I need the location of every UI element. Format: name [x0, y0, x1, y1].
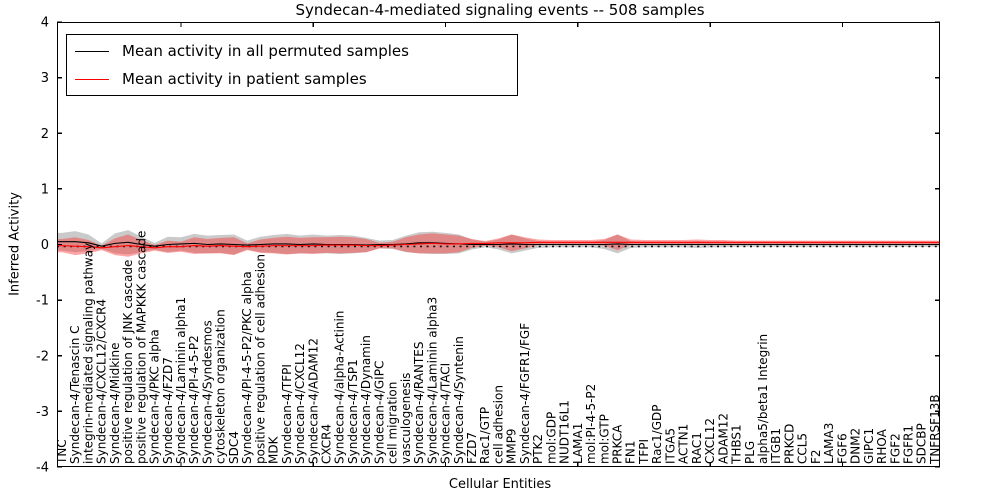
x-category-label: Syndecan-4/RANTES	[412, 342, 426, 464]
x-category-label: Syndecan-4/Laminin alpha3	[425, 297, 439, 464]
x-category-label: alpha5/beta1 Integrin	[756, 334, 770, 464]
x-category-label: FZD7	[465, 432, 479, 464]
legend-label-patient: Mean activity in patient samples	[122, 70, 367, 88]
x-category-label: SDC4	[227, 431, 241, 464]
x-category-label: LAMA3	[822, 423, 836, 464]
x-category-label: FN1	[624, 440, 638, 464]
x-category-label: cell migration	[386, 382, 400, 464]
x-category-label: MDK	[267, 435, 281, 464]
legend: Mean activity in all permuted samples Me…	[66, 34, 518, 96]
x-category-label: PRKCD	[782, 424, 796, 464]
y-tick-label: -2	[36, 349, 49, 364]
x-category-label: positive regulation of MAPKKK cascade	[134, 231, 148, 464]
x-category-label: vasculogenesis	[399, 373, 413, 464]
legend-line-sample-black	[75, 50, 109, 52]
x-category-label: cytoskeleton organization	[214, 309, 228, 464]
x-category-label: RAC1	[690, 432, 704, 464]
y-tick-label: 3	[41, 71, 49, 86]
x-category-label: RHOA	[875, 428, 889, 464]
y-axis-title: Inferred Activity	[7, 192, 23, 296]
y-tick-label: -1	[36, 294, 49, 309]
x-category-label: TFPI	[637, 439, 651, 465]
x-category-label: GIPC1	[862, 428, 876, 464]
x-category-label: mol:GTP	[597, 414, 611, 464]
x-category-label: cell adhesion	[491, 385, 505, 464]
y-tick-label: 2	[41, 127, 49, 142]
x-category-label: ITGB1	[769, 428, 783, 464]
x-category-label: Syndecan-4/ADAM12	[306, 338, 320, 464]
x-category-label: CCL5	[796, 433, 810, 464]
x-category-label: Rac1/GDP	[650, 405, 664, 464]
x-category-label: PLG	[743, 441, 757, 464]
y-tick-label: 0	[41, 238, 49, 253]
x-category-label: Syndecan-4/Syntenin	[452, 336, 466, 464]
x-category-label: Syndecan-4/PI-4-5-P2	[187, 335, 201, 464]
x-category-label: integrin-mediated signaling pathway	[81, 243, 95, 464]
x-category-label: ITGA5	[663, 428, 677, 464]
x-category-label: Syndecan-4/alpha-Actinin	[333, 311, 347, 464]
x-category-label: Syndecan-4/Tenascin C	[68, 325, 82, 464]
x-category-label: PRKCA	[611, 424, 625, 464]
legend-entry-permuted: Mean activity in all permuted samples	[75, 42, 509, 60]
x-category-label: Syndecan-4/TACI	[439, 363, 453, 464]
x-category-label: Syndecan-4/Midkine	[108, 343, 122, 464]
x-category-label: FGF6	[835, 433, 849, 464]
x-category-label: PTK2	[531, 434, 545, 464]
x-category-label: Syndecan-4/Laminin alpha1	[174, 297, 188, 464]
x-category-label: TNFRSF13B	[928, 394, 942, 465]
patient-mean-line	[57, 241, 940, 249]
x-category-label: mol:GDP	[544, 412, 558, 464]
x-category-label: Syndecan-4/CXCL12	[293, 343, 307, 464]
x-category-label: Syndecan-4/FZD7	[161, 357, 175, 464]
y-tick-label: 4	[41, 16, 49, 31]
x-category-label: Syndecan-4/CXCL12/CXCR4	[95, 299, 109, 464]
legend-entry-patient: Mean activity in patient samples	[75, 70, 509, 88]
x-category-label: NUDT16L1	[558, 400, 572, 464]
x-category-label: Syndecan-4/FGFR1/FGF	[518, 323, 532, 464]
x-axis-title: Cellular Entities	[448, 477, 552, 492]
legend-line-sample-red	[75, 78, 109, 80]
x-category-label: FGF2	[888, 433, 902, 464]
x-category-label: SDCBP	[915, 423, 929, 464]
x-category-label: CXCL12	[703, 418, 717, 464]
x-category-label: LAMA1	[571, 423, 585, 464]
x-category-label: CXCR4	[320, 424, 334, 464]
x-category-label: ACTN1	[677, 424, 691, 464]
chart-title: Syndecan-4-mediated signaling events -- …	[295, 1, 705, 19]
x-category-label: positive regulation of cell adhesion	[253, 254, 267, 464]
patient-samples-spread-band	[57, 233, 940, 257]
x-category-label: THBS1	[730, 424, 744, 465]
y-tick-label: 1	[41, 182, 49, 197]
y-tick-label: -3	[36, 405, 49, 420]
x-category-label: Syndecan-4/TFPI	[280, 364, 294, 464]
x-category-label: FGFR1	[902, 425, 916, 464]
x-category-label: F2	[809, 449, 823, 464]
permuted-samples-spread-band	[57, 230, 940, 255]
permuted-mean-line	[57, 241, 940, 247]
x-category-label: Syndecan-4/GIPC	[372, 361, 386, 464]
x-category-label: Syndecan-4/Dynamin	[359, 335, 373, 464]
x-category-label: Syndecan-4/TSP1	[346, 359, 360, 464]
y-tick-label: -4	[36, 461, 49, 476]
x-category-label: DNM2	[849, 428, 863, 464]
x-category-label: Syndecan-4/PI-4-5-P2/PKC alpha	[240, 271, 254, 464]
legend-label-permuted: Mean activity in all permuted samples	[122, 42, 409, 60]
x-category-label: ADAM12	[716, 413, 730, 464]
x-category-label: Syndecan-4/Syndesmos	[200, 320, 214, 464]
x-category-label: mol:PI-4-5-P2	[584, 384, 598, 464]
x-category-label: TNC	[55, 439, 69, 465]
x-category-label: MMP9	[505, 428, 519, 464]
x-category-label: Syndecan-4/PKC alpha	[148, 329, 162, 464]
x-category-label: positive regulation of JNK cascade	[121, 260, 135, 464]
x-category-label: Rac1/GTP	[478, 407, 492, 464]
